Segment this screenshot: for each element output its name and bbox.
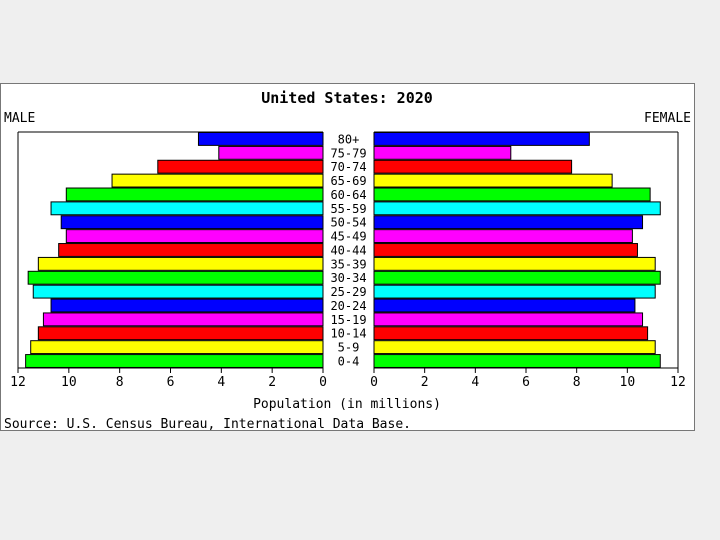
male-bar-20-24 bbox=[50, 298, 324, 313]
male-bar-80+ bbox=[197, 132, 324, 146]
age-group-label: 50-54 bbox=[330, 216, 366, 230]
chart-panel: United States: 2020 MALE FEMALE 80+ 75-79… bbox=[0, 83, 695, 432]
age-group-label: 20-24 bbox=[330, 299, 366, 313]
female-bar-70-74 bbox=[373, 159, 573, 174]
age-group-label: 55-59 bbox=[330, 202, 366, 216]
female-x-tick-label: 0 bbox=[370, 375, 378, 390]
male-x-tick-label: 12 bbox=[10, 375, 26, 390]
female-x-tick-label: 6 bbox=[522, 375, 530, 390]
male-x-tick-label: 10 bbox=[61, 375, 77, 390]
male-bar-50-54 bbox=[60, 215, 324, 230]
age-group-label: 45-49 bbox=[330, 230, 366, 244]
age-group-label: 65-69 bbox=[330, 174, 366, 188]
female-x-tick-label: 2 bbox=[421, 375, 429, 390]
male-bar-35-39 bbox=[37, 256, 324, 271]
female-bar-40-44 bbox=[373, 243, 638, 257]
male-x-tick-label: 2 bbox=[268, 375, 276, 390]
female-bar-80+ bbox=[373, 132, 590, 146]
female-x-tick-label: 12 bbox=[670, 375, 686, 390]
female-bar-30-34 bbox=[373, 270, 661, 285]
age-group-label: 5-9 bbox=[338, 341, 360, 355]
female-bar-10-14 bbox=[373, 326, 649, 341]
male-bar-55-59 bbox=[50, 201, 324, 216]
female-label: FEMALE bbox=[644, 111, 691, 126]
bars-group bbox=[25, 132, 661, 368]
female-bar-55-59 bbox=[373, 201, 661, 216]
male-bar-75-79 bbox=[218, 145, 324, 160]
x-axis-label: Population (in millions) bbox=[253, 397, 441, 412]
source-note: Source: U.S. Census Bureau, Internationa… bbox=[4, 417, 411, 432]
age-group-label: 0-4 bbox=[338, 354, 360, 368]
female-x-tick-label: 8 bbox=[573, 375, 581, 390]
age-group-label: 80+ bbox=[338, 132, 360, 146]
female-bar-0-4 bbox=[373, 354, 661, 368]
age-group-label: 70-74 bbox=[330, 160, 366, 174]
male-x-tick-label: 4 bbox=[217, 375, 225, 390]
population-pyramid: United States: 2020 MALE FEMALE 80+75-79… bbox=[4, 89, 691, 432]
chart-title: United States: 2020 bbox=[261, 89, 433, 107]
female-x-tick-label: 10 bbox=[620, 375, 636, 390]
female-x-tick-label: 4 bbox=[471, 375, 479, 390]
male-bar-30-34 bbox=[27, 270, 324, 285]
male-x-tick-label: 6 bbox=[167, 375, 175, 390]
female-bar-60-64 bbox=[373, 187, 651, 202]
female-bar-5-9 bbox=[373, 340, 656, 355]
male-bar-5-9 bbox=[30, 340, 324, 355]
female-bar-65-69 bbox=[373, 173, 613, 188]
female-bar-45-49 bbox=[373, 229, 633, 244]
female-bar-35-39 bbox=[373, 256, 656, 271]
male-bar-15-19 bbox=[42, 312, 324, 327]
age-labels-group: 80+75-7970-7465-6960-6455-5950-5445-4940… bbox=[330, 132, 366, 368]
male-x-tick-label: 0 bbox=[319, 375, 327, 390]
age-group-label: 10-14 bbox=[330, 327, 366, 341]
male-bar-70-74 bbox=[157, 159, 324, 174]
male-bar-10-14 bbox=[37, 326, 324, 341]
male-bar-0-4 bbox=[25, 354, 324, 368]
male-x-tick-label: 8 bbox=[116, 375, 124, 390]
female-bar-20-24 bbox=[373, 298, 636, 313]
axes-group: 12 10 8 6 4 2 0 0 2 4 6 8 10 12 bbox=[10, 131, 686, 390]
male-bar-25-29 bbox=[32, 284, 324, 299]
male-bar-45-49 bbox=[65, 229, 324, 244]
female-bar-25-29 bbox=[373, 284, 656, 299]
age-group-label: 15-19 bbox=[330, 313, 366, 327]
male-label: MALE bbox=[4, 111, 35, 126]
age-group-label: 30-34 bbox=[330, 271, 366, 285]
female-bar-15-19 bbox=[373, 312, 644, 327]
male-bar-40-44 bbox=[58, 243, 324, 257]
age-group-label: 60-64 bbox=[330, 188, 366, 202]
female-bar-50-54 bbox=[373, 215, 644, 230]
age-group-label: 75-79 bbox=[330, 146, 366, 160]
male-bar-60-64 bbox=[65, 187, 324, 202]
age-group-label: 35-39 bbox=[330, 257, 366, 271]
female-bar-75-79 bbox=[373, 145, 512, 160]
male-bar-65-69 bbox=[111, 173, 324, 188]
age-group-label: 25-29 bbox=[330, 285, 366, 299]
age-group-label: 40-44 bbox=[330, 243, 366, 257]
